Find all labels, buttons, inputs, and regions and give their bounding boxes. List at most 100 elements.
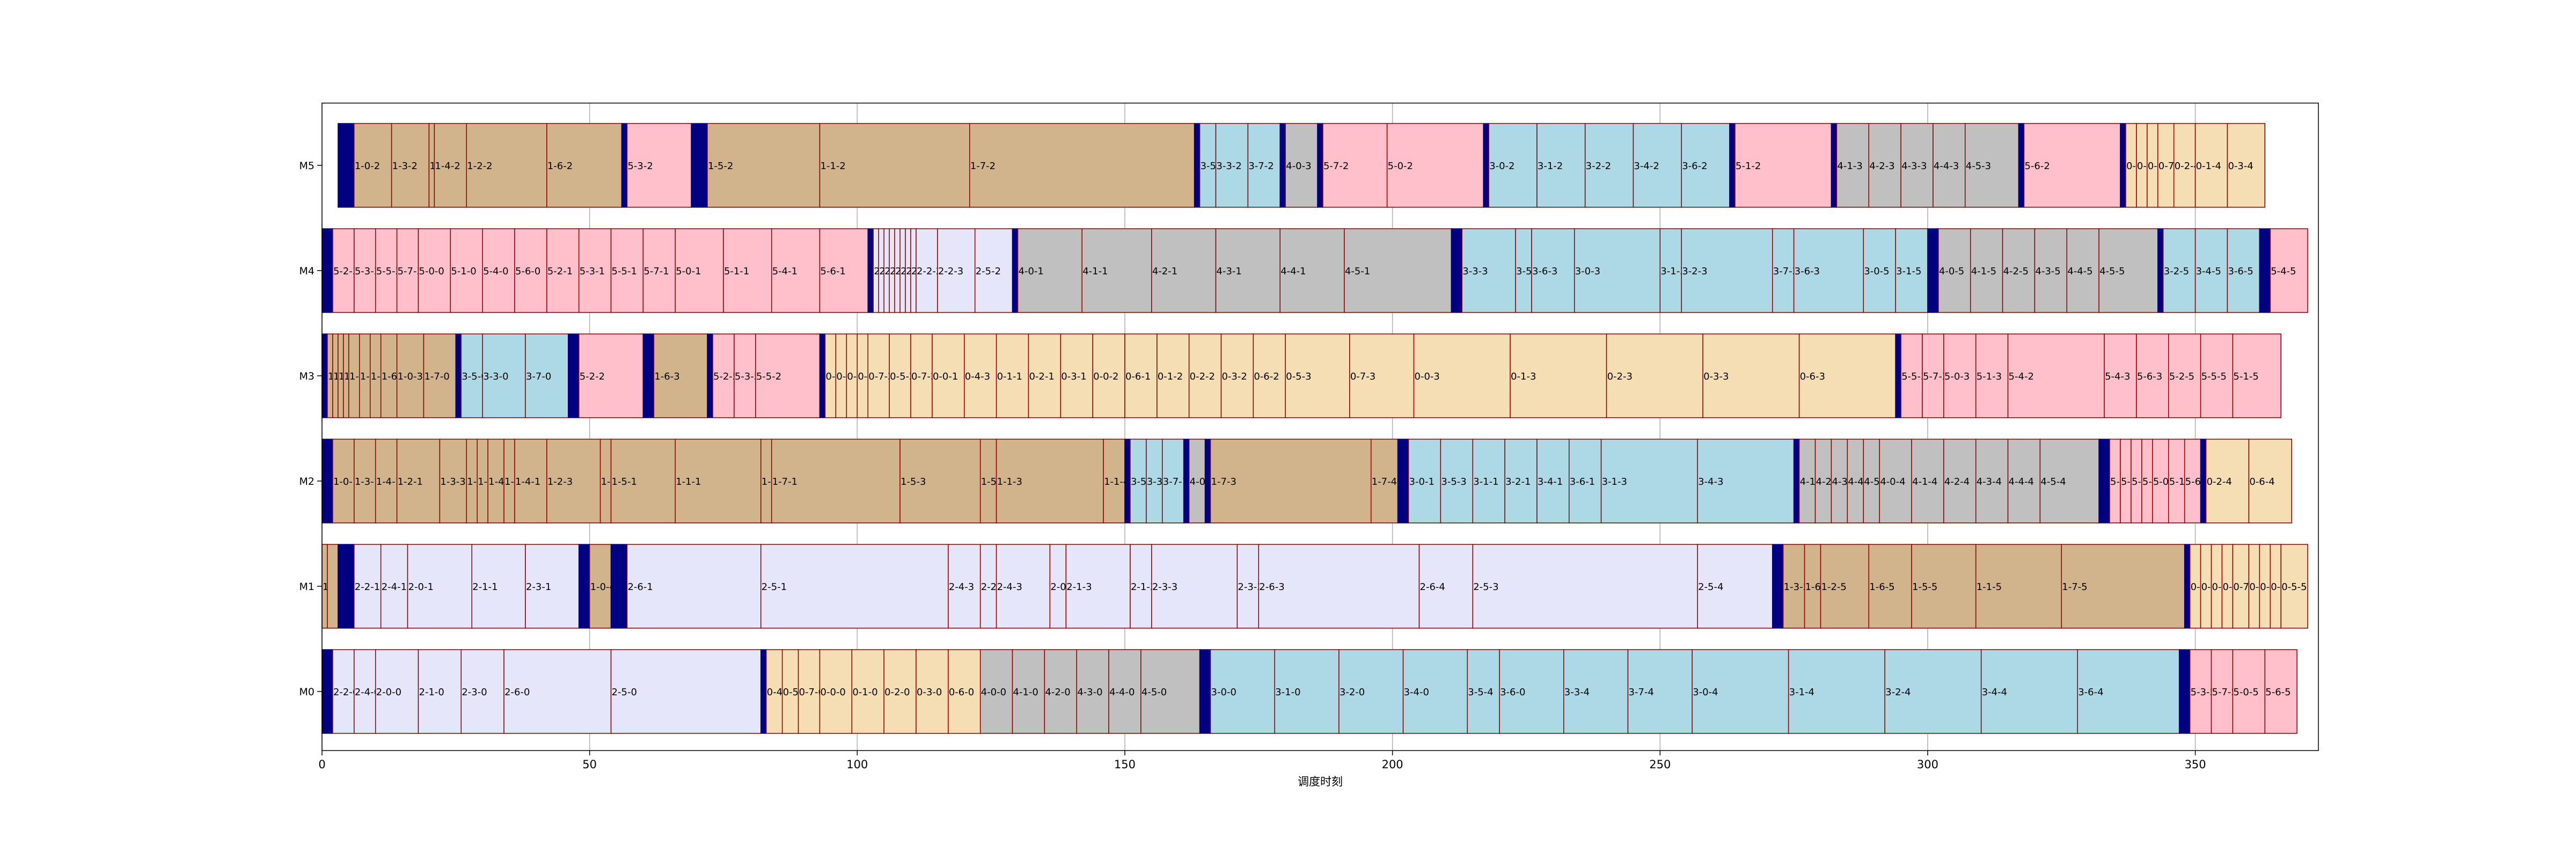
- task-label: 1-2-3: [547, 476, 573, 487]
- task-label: 5-1-5: [2233, 371, 2258, 382]
- task-bar: [578, 333, 644, 418]
- task-label: 5-5-3: [376, 266, 401, 277]
- task-bar: [996, 333, 1029, 418]
- task-label: 5-3-2: [627, 161, 653, 172]
- setup-block: [2018, 123, 2025, 208]
- task-label: 3-7-4: [1628, 687, 1653, 698]
- task-bar: [771, 228, 821, 313]
- task-bar: [1370, 439, 1399, 523]
- setup-block: [1012, 228, 1019, 313]
- task-label: 4-3-3: [1901, 161, 1927, 172]
- task-bar: [1247, 123, 1280, 208]
- setup-block: [707, 333, 713, 418]
- task-bar: [1879, 439, 1912, 523]
- task-bar: [2066, 228, 2099, 313]
- task-label: 1-2-5: [1821, 581, 1846, 593]
- task-label: 0-2-1: [1029, 371, 1054, 382]
- task-label: 5-7-5: [2212, 687, 2237, 698]
- task-label: 0-2-3: [1607, 371, 1633, 382]
- machine-row-m4: 5-2-35-3-35-5-35-7-35-0-0 5-1-0 5-4-0 5-6-0…: [321, 228, 2308, 313]
- task-label: 1-2-1: [398, 476, 423, 487]
- task-bar: [1188, 439, 1206, 523]
- task-bar: [712, 333, 735, 418]
- task-bar: [1285, 333, 1350, 418]
- x-tick-label: 300: [1917, 758, 1938, 771]
- task-label: 3-5-3: [1441, 476, 1466, 487]
- task-bar: [979, 439, 997, 523]
- task-label: 3-4-3: [1698, 476, 1723, 487]
- task-bar: [525, 333, 569, 418]
- task-bar: [653, 333, 708, 418]
- task-bar: [1065, 544, 1131, 629]
- task-label: 3-6-3: [1795, 266, 1820, 277]
- task-label: 0-1-2: [1158, 371, 1183, 382]
- task-bar: [1702, 333, 1800, 418]
- task-bar: [1440, 439, 1473, 523]
- task-bar: [755, 333, 821, 418]
- task-label: 1-5-3: [901, 476, 926, 487]
- task-bar: [1975, 544, 2062, 629]
- task-label: 4-4-4: [2009, 476, 2034, 487]
- task-label: 3-4-2: [1634, 161, 1659, 172]
- task-bar: [1344, 228, 1452, 313]
- task-bar: [2184, 439, 2201, 523]
- task-bar: [1895, 228, 1928, 313]
- task-label: 4-0-0: [981, 687, 1006, 698]
- task-bar: [1600, 439, 1698, 523]
- setup-block: [867, 228, 874, 313]
- task-label: 4-3-0: [1077, 687, 1102, 698]
- task-label: 3-6-3: [1532, 266, 1557, 277]
- task-label: 3-6-2: [1682, 161, 1707, 172]
- task-label: 1-3-3: [440, 476, 465, 487]
- task-label: 2-4-0: [355, 687, 380, 698]
- plot-frame: [321, 103, 2319, 751]
- task-label: 1-0-3: [398, 371, 423, 382]
- task-bar: [1943, 439, 1977, 523]
- task-label: 1-3-2: [392, 161, 418, 172]
- task-label: 4-5-5: [2099, 266, 2125, 277]
- task-bar: [1536, 439, 1570, 523]
- task-label: 3-0-3: [1575, 266, 1600, 277]
- task-label: 5-7-1: [643, 266, 669, 277]
- task-bar: [1472, 544, 1698, 629]
- y-tick-label: M5: [299, 160, 314, 172]
- task-label: 3-0-4: [1693, 687, 1718, 698]
- task-bar: [867, 333, 890, 418]
- task-bar: [546, 439, 601, 523]
- task-label: 1-7-5: [2062, 581, 2087, 593]
- task-bar: [1884, 649, 1982, 734]
- task-label: 3-1-2: [1538, 161, 1563, 172]
- task-bar: [1499, 649, 1564, 734]
- task-bar: [396, 333, 425, 418]
- setup-block: [2184, 544, 2191, 629]
- task-label: 4-1-0: [1013, 687, 1038, 698]
- task-label: 3-4-5: [2196, 266, 2221, 277]
- task-bar: [1820, 544, 1870, 629]
- task-bar: [1124, 333, 1158, 418]
- task-label: 4-5-4: [2040, 476, 2066, 487]
- task-bar: [439, 439, 467, 523]
- task-label: 1-1-1: [676, 476, 701, 487]
- setup-block: [2157, 228, 2164, 313]
- x-tick-label: 200: [1382, 758, 1403, 771]
- task-label: 5-4-2: [2009, 371, 2034, 382]
- y-tick-label: M2: [299, 476, 314, 487]
- task-label: 0-3-0: [917, 687, 942, 698]
- task-bar: [734, 333, 756, 418]
- task-bar: [889, 333, 911, 418]
- task-bar: [1938, 228, 1971, 313]
- task-label: 0-0-2: [1093, 371, 1118, 382]
- setup-block: [2178, 649, 2191, 734]
- task-label: 5-3-3: [355, 266, 380, 277]
- task-label: 3-0-5: [1864, 266, 1889, 277]
- task-bar: [354, 123, 392, 208]
- setup-block: [621, 123, 628, 208]
- task-bar: [1569, 439, 1602, 523]
- task-label: 2-6-3: [1259, 581, 1284, 593]
- task-bar: [675, 228, 724, 313]
- task-label: 5-7-3: [1923, 371, 1948, 382]
- task-label: 2-1-0: [419, 687, 444, 698]
- task-label: 2-6-4: [1420, 581, 1445, 593]
- x-axis: 0 50 100 150 200 250 300 350: [318, 751, 2206, 771]
- task-label: 5-2-2: [580, 371, 605, 382]
